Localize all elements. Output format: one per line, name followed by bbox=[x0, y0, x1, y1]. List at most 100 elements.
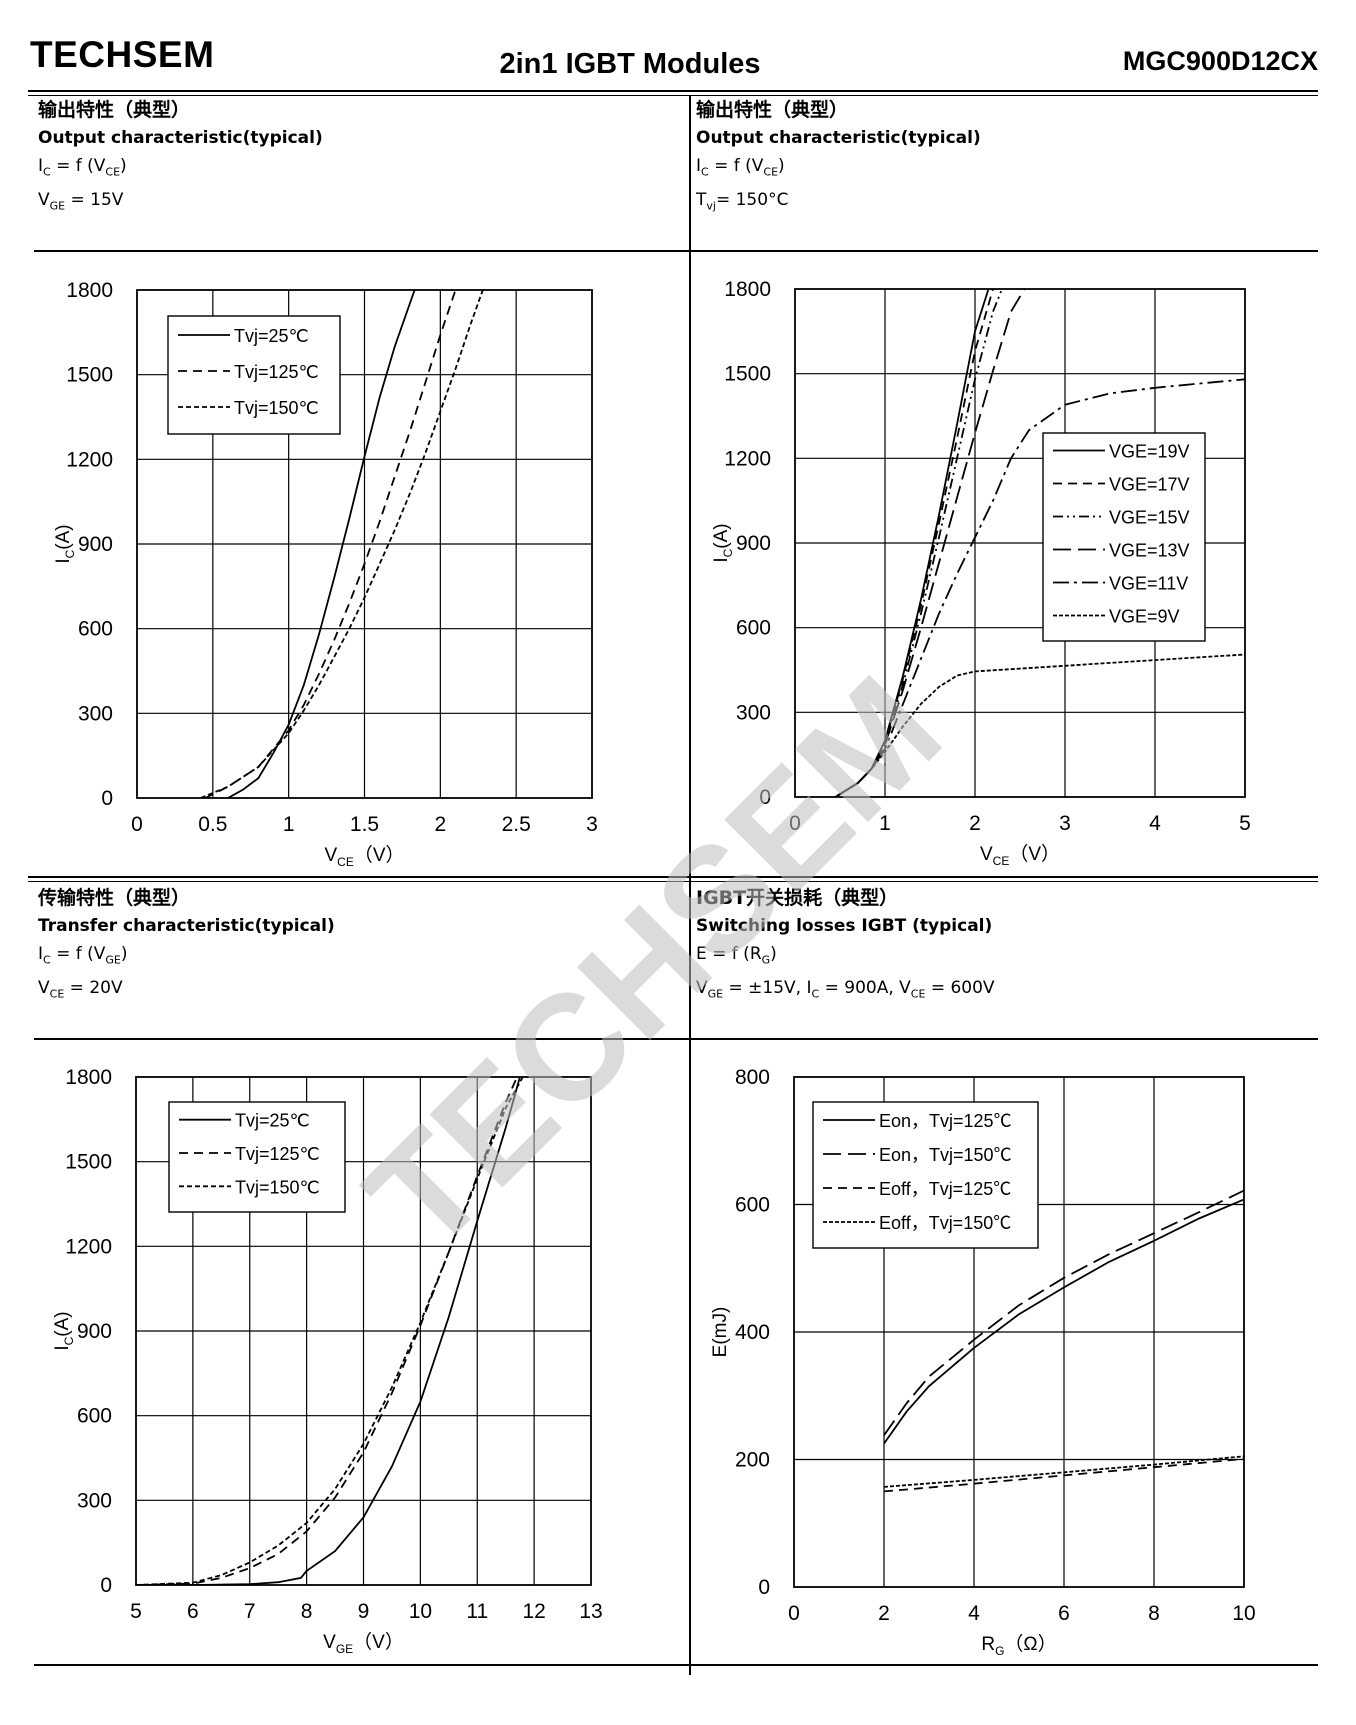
x-tick-label: 7 bbox=[244, 1600, 256, 1623]
x-tick-label: 1 bbox=[879, 812, 891, 835]
footer-rule bbox=[34, 1664, 1318, 1666]
legend-label: VGE=15V bbox=[1109, 508, 1190, 528]
x-tick-label: 5 bbox=[130, 1600, 142, 1623]
header-rule-top bbox=[28, 90, 1318, 92]
panel-4-heading: IGBT开关损耗（典型） Switching losses IGBT (typi… bbox=[696, 884, 995, 1009]
x-tick-label: 5 bbox=[1239, 812, 1251, 835]
model-number: MGC900D12CX bbox=[1122, 46, 1318, 76]
x-axis-label: VCE（V） bbox=[980, 843, 1060, 868]
x-tick-label: 2 bbox=[969, 812, 981, 835]
chart-2: 0 1 2 3 4 5 0 300 600 900 1200 1500 1800 VCE（V） IC(A) V… bbox=[711, 278, 1251, 868]
series-line bbox=[227, 290, 416, 798]
panel-1-title-cn: 输出特性（典型） bbox=[38, 99, 191, 121]
legend-label: Tvj=150℃ bbox=[235, 1177, 320, 1197]
y-tick-label: 1500 bbox=[724, 363, 771, 386]
x-tick-label: 6 bbox=[187, 1600, 199, 1623]
panel-4-condition: VGE = ±15V, IC = 900A, VCE = 600V bbox=[696, 978, 995, 1001]
legend-label: Eon，Tvj=125℃ bbox=[879, 1111, 1012, 1131]
panel-1-condition: VGE = 15V bbox=[38, 190, 124, 213]
x-tick-label: 0 bbox=[131, 813, 143, 836]
plot-frame bbox=[794, 288, 1246, 798]
x-tick-label: 3 bbox=[1059, 812, 1071, 835]
series-line bbox=[136, 1077, 518, 1585]
brand-logo: TECHSEM bbox=[30, 34, 215, 75]
series-line bbox=[136, 1077, 521, 1585]
y-tick-label: 1800 bbox=[65, 1066, 112, 1089]
legend-label: VGE=11V bbox=[1109, 574, 1188, 594]
plot-frame bbox=[793, 1076, 1245, 1588]
y-tick-label: 0 bbox=[101, 787, 113, 810]
y-tick-label: 1500 bbox=[66, 364, 113, 387]
y-tick-label: 600 bbox=[78, 618, 113, 641]
panel-2-formula: IC = f (VCE) bbox=[696, 156, 785, 179]
panel-2-condition: Tvj= 150°C bbox=[696, 190, 789, 213]
x-tick-label: 12 bbox=[522, 1600, 545, 1623]
legend-label: VGE=19V bbox=[1109, 442, 1190, 462]
legend-label: VGE=9V bbox=[1109, 607, 1180, 627]
panel-3-title-cn: 传输特性（典型） bbox=[38, 887, 191, 909]
y-tick-label: 300 bbox=[78, 702, 113, 725]
x-axis-label: RG（Ω） bbox=[981, 1633, 1056, 1658]
legend-label: VGE=13V bbox=[1109, 541, 1190, 561]
top-panel-rule bbox=[34, 250, 1318, 252]
y-axis-label: IC(A) bbox=[711, 523, 735, 562]
series-line bbox=[883, 1458, 1244, 1493]
legend-box bbox=[1042, 432, 1206, 642]
legend-label: Tvj=150℃ bbox=[234, 398, 319, 418]
x-tick-label: 6 bbox=[1058, 1602, 1070, 1625]
y-tick-label: 1200 bbox=[724, 447, 771, 470]
legend-label: Eoff，Tvj=150℃ bbox=[879, 1213, 1011, 1233]
y-tick-label: 1800 bbox=[66, 279, 113, 302]
y-tick-label: 800 bbox=[735, 1066, 770, 1089]
legend-label: Eon，Tvj=150℃ bbox=[879, 1145, 1012, 1165]
x-tick-label: 8 bbox=[1148, 1602, 1160, 1625]
y-tick-label: 0 bbox=[758, 1576, 770, 1599]
series-line bbox=[883, 1189, 1244, 1436]
x-tick-label: 0.5 bbox=[198, 813, 227, 836]
y-tick-label: 1200 bbox=[65, 1235, 112, 1258]
legend-label: Tvj=25℃ bbox=[234, 326, 309, 346]
panel-2-title-en: Output characteristic(typical) bbox=[696, 128, 981, 148]
y-tick-label: 900 bbox=[736, 532, 771, 555]
y-tick-label: 1800 bbox=[724, 278, 771, 301]
document-title: 2in1 IGBT Modules bbox=[499, 48, 761, 80]
panel-4-formula: E = f (RG) bbox=[696, 944, 777, 967]
y-tick-label: 0 bbox=[100, 1574, 112, 1597]
x-tick-label: 8 bbox=[301, 1600, 313, 1623]
panel-2-title-cn: 输出特性（典型） bbox=[696, 99, 849, 121]
x-tick-label: 2.5 bbox=[502, 813, 531, 836]
y-tick-label: 600 bbox=[77, 1405, 112, 1428]
series-line bbox=[835, 289, 1003, 797]
series-line bbox=[883, 1198, 1244, 1445]
panel-3-heading: 传输特性（典型） Transfer characteristic(typical… bbox=[38, 884, 335, 1009]
x-tick-label: 9 bbox=[358, 1600, 370, 1623]
y-tick-label: 0 bbox=[759, 786, 771, 809]
middle-rule-2 bbox=[28, 881, 1318, 882]
center-divider bbox=[689, 95, 691, 1675]
header-rule-bottom bbox=[28, 95, 1318, 96]
y-tick-label: 400 bbox=[735, 1321, 770, 1344]
series-line bbox=[136, 1077, 524, 1585]
x-tick-label: 1 bbox=[283, 813, 295, 836]
y-tick-label: 1200 bbox=[66, 448, 113, 471]
x-tick-label: 2 bbox=[878, 1602, 890, 1625]
panel-3-formula: IC = f (VGE) bbox=[38, 944, 128, 967]
chart-4: 0 2 4 6 8 10 0 200 400 600 800 RG（Ω） E(mJ) Eon，Tvj=12… bbox=[710, 1066, 1256, 1658]
legend-label: Tvj=125℃ bbox=[234, 362, 319, 382]
panel-3-title-en: Transfer characteristic(typical) bbox=[38, 916, 335, 936]
series-line bbox=[200, 290, 484, 798]
series-line bbox=[835, 653, 1245, 797]
legend-label: Tvj=125℃ bbox=[235, 1144, 320, 1164]
legend-label: VGE=17V bbox=[1109, 475, 1190, 495]
bottom-panel-rule bbox=[34, 1038, 1318, 1040]
y-axis-label: IC(A) bbox=[52, 1311, 76, 1350]
y-tick-label: 900 bbox=[77, 1320, 112, 1343]
legend-box bbox=[812, 1101, 1039, 1249]
legend-label: Tvj=25℃ bbox=[235, 1111, 310, 1131]
panel-3-condition: VCE = 20V bbox=[38, 978, 123, 1001]
x-tick-label: 4 bbox=[968, 1602, 980, 1625]
y-tick-label: 300 bbox=[736, 701, 771, 724]
x-tick-label: 10 bbox=[409, 1600, 432, 1623]
panel-2-heading: 输出特性（典型） Output characteristic(typical) … bbox=[696, 96, 981, 221]
